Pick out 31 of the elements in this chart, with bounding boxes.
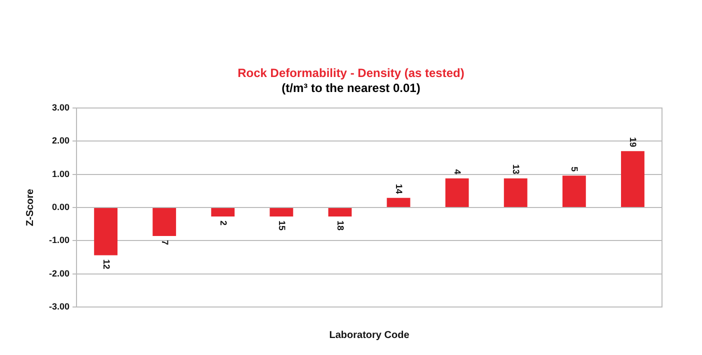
x-tick-label: 12	[101, 259, 112, 270]
x-tick-label: 18	[336, 220, 346, 230]
y-tick-label: -3.00	[49, 301, 70, 312]
bar	[504, 178, 528, 207]
x-tick-label: 14	[394, 184, 404, 194]
bar	[152, 208, 176, 236]
bar	[94, 208, 118, 256]
chart-subtitle: (t/m³ to the nearest 0.01)	[280, 81, 422, 96]
y-axis-title: Z-Score	[24, 188, 36, 226]
x-tick-label: 19	[628, 137, 638, 148]
bar	[445, 178, 469, 207]
y-tick-label: 0.00	[52, 202, 70, 212]
chart-title: Rock Deformability - Density (as tested)	[236, 66, 466, 81]
x-tick-label: 7	[160, 240, 170, 246]
x-tick-label: 4	[452, 169, 463, 174]
y-tick-label: -2.00	[49, 268, 70, 278]
y-tick-label: 3.00	[52, 102, 70, 112]
x-tick-label: 2	[218, 220, 228, 226]
y-tick-label: 2.00	[52, 136, 70, 146]
bar	[562, 176, 586, 207]
x-tick-label: 13	[511, 164, 522, 174]
bar	[386, 198, 410, 207]
x-tick-label: 15	[276, 220, 287, 230]
bar	[328, 208, 352, 216]
bar	[270, 208, 294, 216]
bar	[211, 208, 235, 216]
bar	[621, 151, 644, 207]
y-tick-label: -1.00	[49, 235, 70, 246]
x-axis-title: Laboratory Code	[329, 330, 410, 341]
x-tick-label: 5	[570, 166, 580, 172]
y-tick-label: 1.00	[52, 168, 70, 179]
